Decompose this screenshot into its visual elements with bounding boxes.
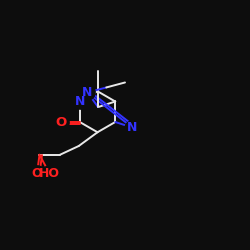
Text: O: O [55, 116, 66, 128]
Text: N: N [82, 86, 93, 99]
Text: HO: HO [39, 167, 60, 180]
Text: N: N [74, 95, 85, 108]
Text: O: O [32, 167, 42, 180]
Text: N: N [127, 121, 138, 134]
